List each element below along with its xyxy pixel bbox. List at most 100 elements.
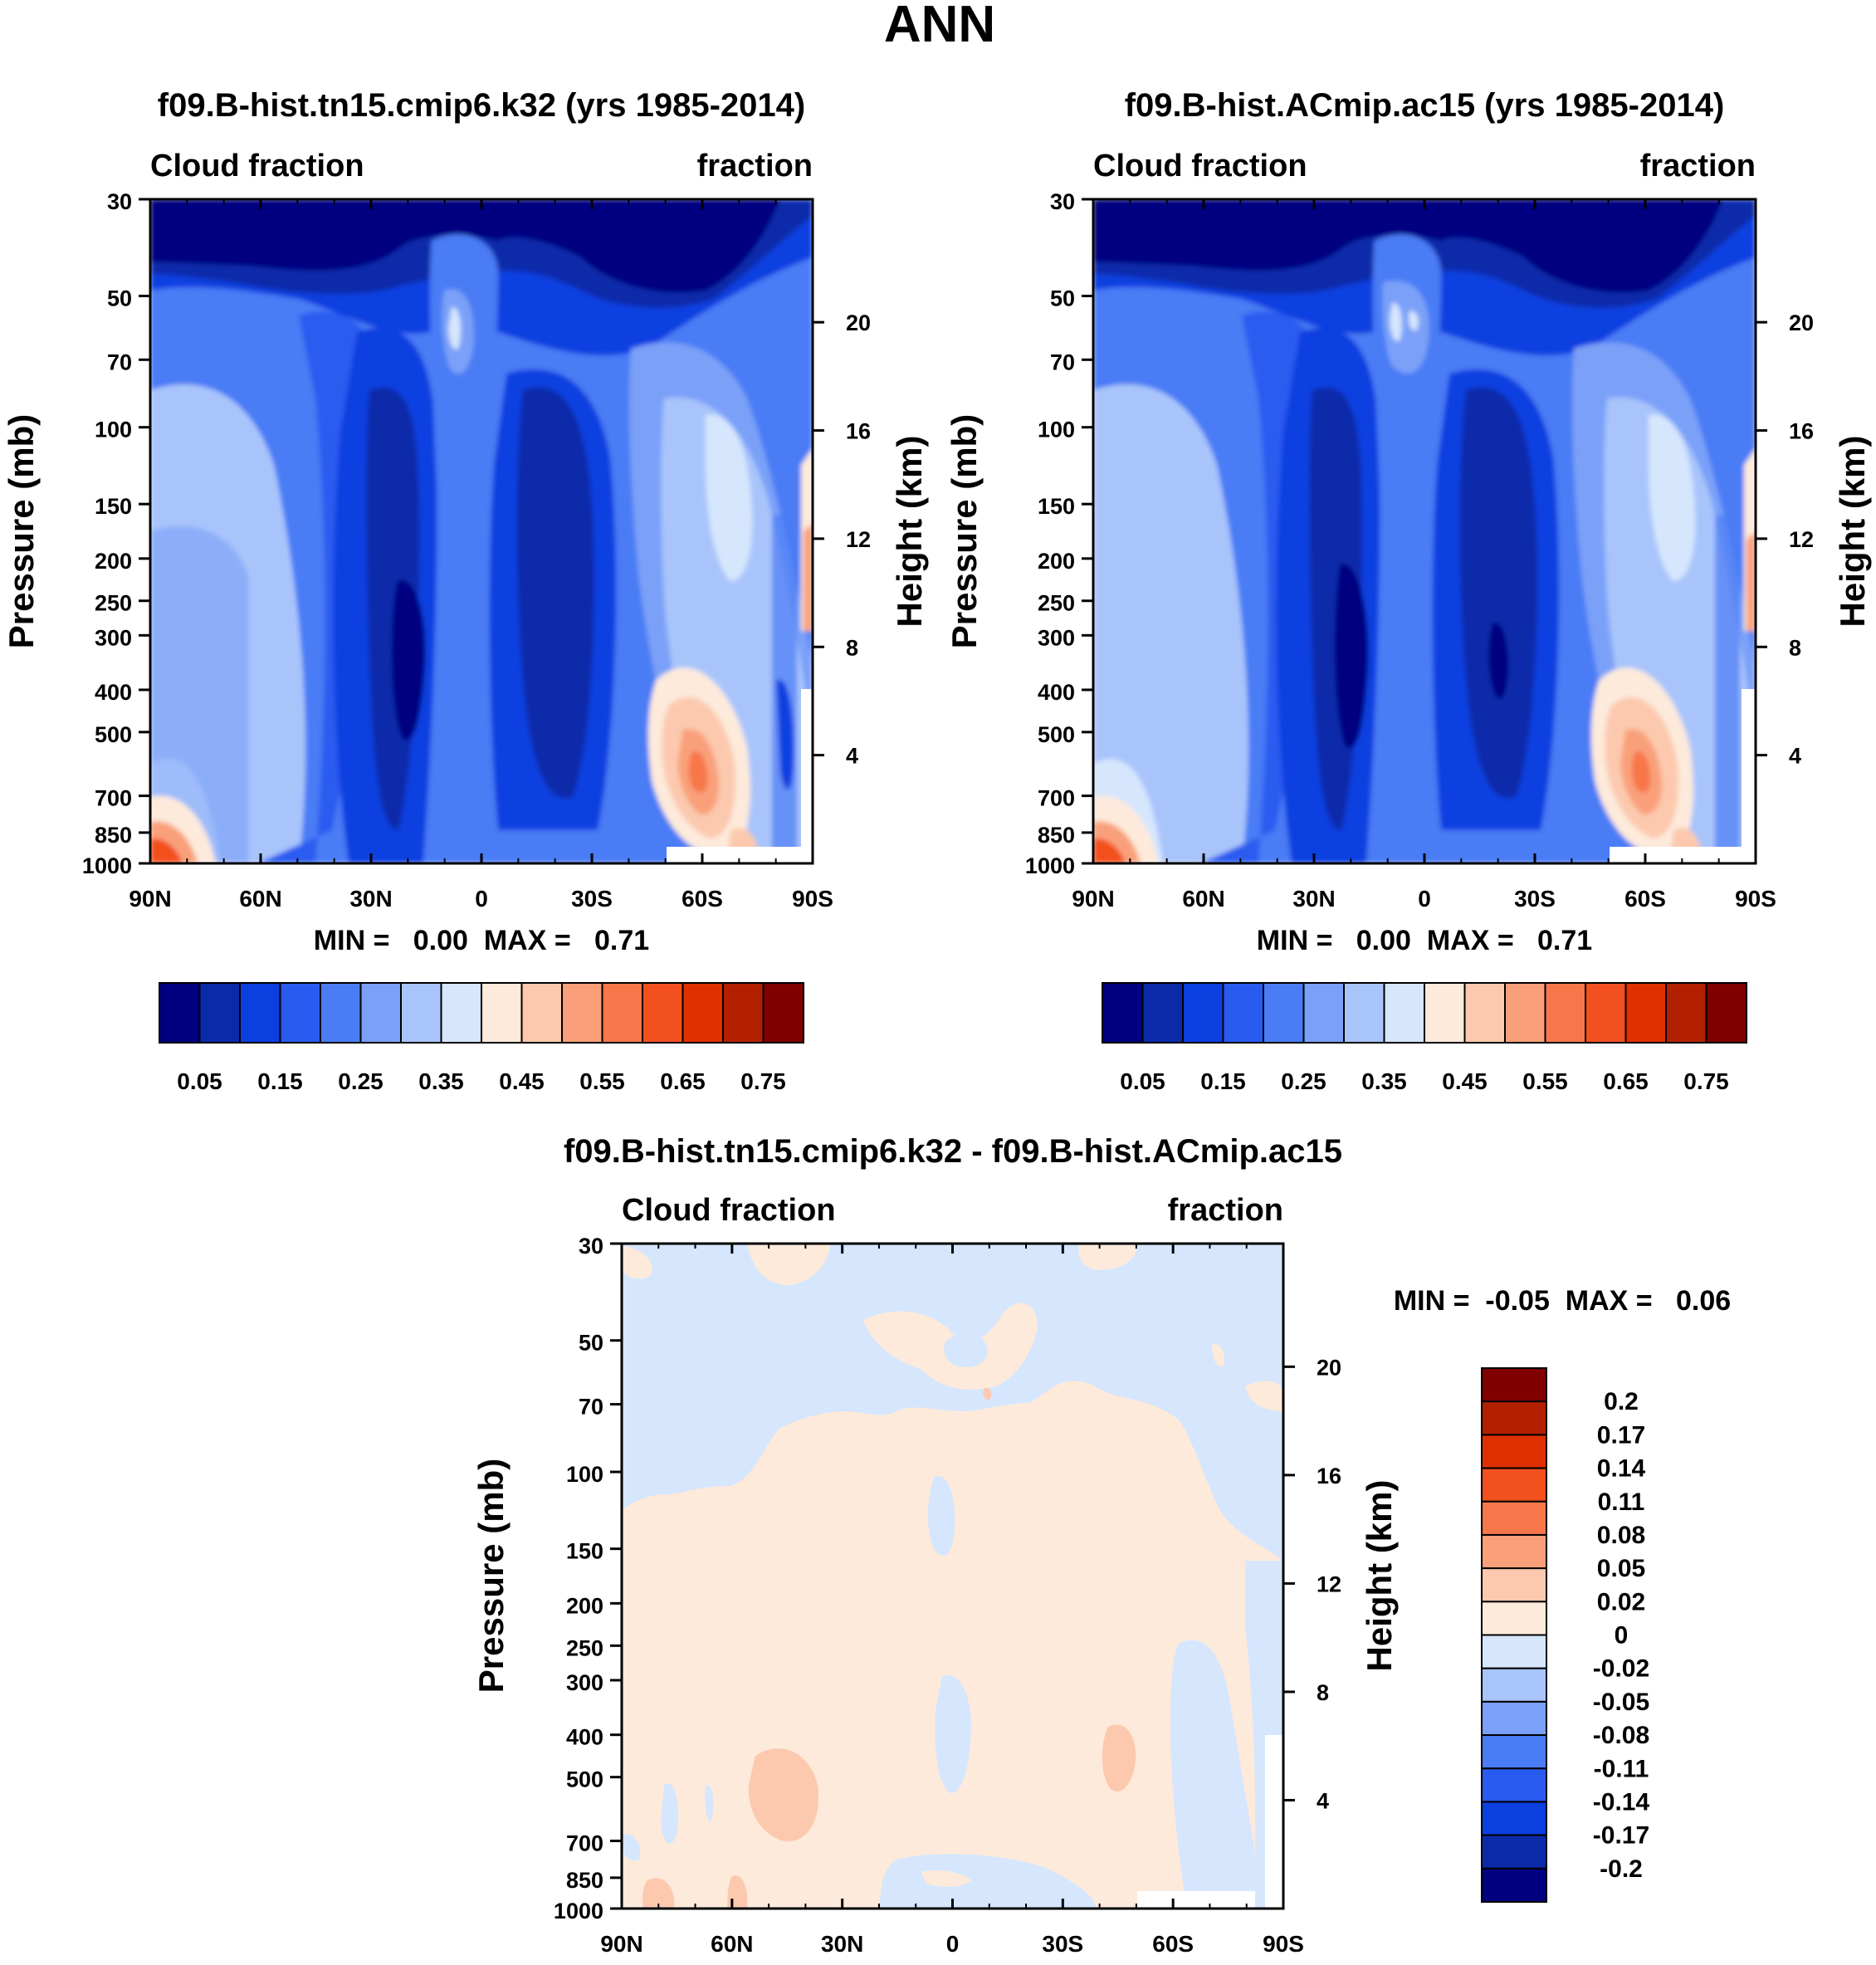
contour-band-0 [705, 1784, 714, 1822]
latitude-tick-label: 30N [349, 886, 392, 912]
colorbar-label: 0 [1615, 1622, 1629, 1650]
contour-band-0 [935, 1675, 971, 1793]
colorbar-label: -0.17 [1593, 1822, 1649, 1850]
height-tick-label: 16 [1317, 1464, 1341, 1488]
axis-right: 20 16 12 8 4 [1756, 310, 1814, 769]
pressure-tick-label: 300 [1038, 625, 1075, 650]
contour-band-0.55 [1747, 531, 1756, 631]
pressure-tick-label: 400 [566, 1725, 603, 1750]
colorbar-swatch [520, 982, 563, 1044]
contour-band-0.02 [622, 1245, 652, 1279]
pressure-tick-label: 200 [95, 549, 132, 574]
latitude-tick-label: 60N [239, 886, 281, 912]
missing-data-mask [1610, 847, 1747, 863]
contour-band-0.05 [1334, 564, 1369, 749]
contour-band-0.05 [748, 1748, 818, 1842]
pressure-tick-label: 100 [566, 1462, 603, 1487]
contour-band-0.6 [1631, 750, 1651, 794]
latitude-tick-label: 60S [1152, 1931, 1194, 1957]
pressure-tick-label: 70 [579, 1395, 603, 1420]
colorbar-swatch [1263, 982, 1305, 1044]
latitude-tick-label: 30S [1042, 1931, 1083, 1957]
latitude-tick-label: 0 [1418, 886, 1431, 912]
height-tick-label: 16 [846, 419, 871, 444]
figure-title: ANN [884, 0, 995, 53]
stats-text: MIN = 0.00 MAX = 0.71 [1257, 925, 1592, 956]
height-tick-label: 20 [1789, 310, 1814, 335]
pressure-tick-label: 500 [566, 1767, 603, 1792]
contour-band-0.15 [776, 679, 794, 790]
colorbar-label: 0.55 [579, 1068, 625, 1094]
contour-band-0.3 [150, 525, 249, 863]
colorbar-swatch [722, 982, 765, 1044]
colorbar-label: -0.05 [1593, 1689, 1649, 1716]
height-tick-label: 12 [1317, 1572, 1341, 1596]
pressure-tick-label: 250 [95, 591, 132, 616]
colorbar-swatch [1624, 982, 1667, 1044]
colorbar-swatch [1481, 1667, 1547, 1703]
stats-text: MIN = 0.00 MAX = 0.71 [314, 925, 649, 956]
missing-data-mask [801, 689, 813, 863]
colorbar-swatch [1481, 1567, 1547, 1603]
colorbar-label: 0.08 [1597, 1522, 1645, 1549]
colorbar-label: 0.14 [1597, 1455, 1646, 1483]
y-axis-label: Pressure (mb) [471, 1459, 511, 1693]
pressure-tick-label: 30 [1050, 189, 1075, 214]
colorbar-swatch [1424, 982, 1466, 1044]
axis-right: 20 16 12 8 4 [1283, 1355, 1341, 1813]
pressure-tick-label: 850 [1038, 823, 1075, 848]
axis-left: 30 50 70 100 150 200 250 300 400 500 700 850 1000 [82, 189, 150, 878]
contour-field [1093, 199, 1756, 863]
pressure-tick-label: 300 [566, 1670, 603, 1695]
height-tick-label: 8 [846, 635, 858, 660]
panel-case: f09.B-hist.tn15.cmip6.k32 (yrs 1985-2014… [2, 87, 929, 1094]
height-tick-label: 16 [1789, 419, 1814, 444]
pressure-tick-label: 500 [95, 722, 132, 747]
colorbar-label: 0.25 [338, 1068, 384, 1094]
contour-band-0.4 [706, 414, 753, 581]
stats-text: MIN = -0.05 MAX = 0.06 [1394, 1285, 1731, 1317]
pressure-tick-label: 50 [1050, 286, 1075, 311]
pressure-tick-label: 150 [566, 1539, 603, 1564]
pressure-tick-label: 850 [566, 1868, 603, 1893]
contour-band-0 [944, 1333, 988, 1367]
colorbar-swatch [400, 982, 442, 1044]
pressure-tick-label: 70 [107, 349, 132, 374]
latitude-tick-label: 60N [711, 1931, 753, 1957]
missing-data-mask [1137, 1891, 1255, 1909]
axis-right: 20 16 12 8 4 [813, 310, 871, 769]
latitude-tick-label: 90S [1263, 1931, 1304, 1957]
colorbar-swatch [1102, 982, 1144, 1044]
pressure-tick-label: 250 [1038, 591, 1075, 616]
latitude-tick-label: 90N [1072, 886, 1114, 912]
latitude-tick-label: 60S [682, 886, 723, 912]
contour-band-0.05 [983, 1387, 992, 1400]
colorbar-swatch [1481, 1533, 1547, 1570]
colorbar-swatch [1481, 1767, 1547, 1803]
pressure-tick-label: 400 [1038, 680, 1075, 705]
pressure-tick-label: 50 [107, 286, 132, 311]
right-corner-label: fraction [1640, 149, 1756, 183]
right-corner-label: fraction [697, 149, 813, 183]
colorbar-label: 0.75 [1683, 1068, 1729, 1094]
latitude-tick-label: 30N [1292, 886, 1335, 912]
colorbar-swatch [1705, 982, 1747, 1044]
latitude-tick-label: 60S [1624, 886, 1666, 912]
colorbar-label: 0.2 [1604, 1388, 1639, 1415]
pressure-tick-label: 30 [107, 189, 132, 214]
colorbar-swatch [1182, 982, 1224, 1044]
contour-band-0.65 [150, 838, 183, 863]
axis-bottom: 90N 60N 30N 0 30S 60S 90S [129, 199, 833, 912]
contour-band-0.05 [150, 199, 813, 293]
colorbar-swatch [1141, 982, 1184, 1044]
height-tick-label: 12 [846, 527, 871, 552]
contour-band-0 [1170, 1640, 1262, 1909]
colorbar-label: 0.05 [177, 1068, 222, 1094]
contour-band-0.1 [516, 387, 594, 799]
contour-band-0.05 [391, 579, 426, 741]
y2-axis-label: Height (km) [1360, 1480, 1399, 1672]
left-corner-label: Cloud fraction [150, 149, 364, 183]
colorbar-swatch [1481, 1734, 1547, 1770]
colorbar-swatch [642, 982, 684, 1044]
contour-band-0 [712, 1381, 725, 1397]
